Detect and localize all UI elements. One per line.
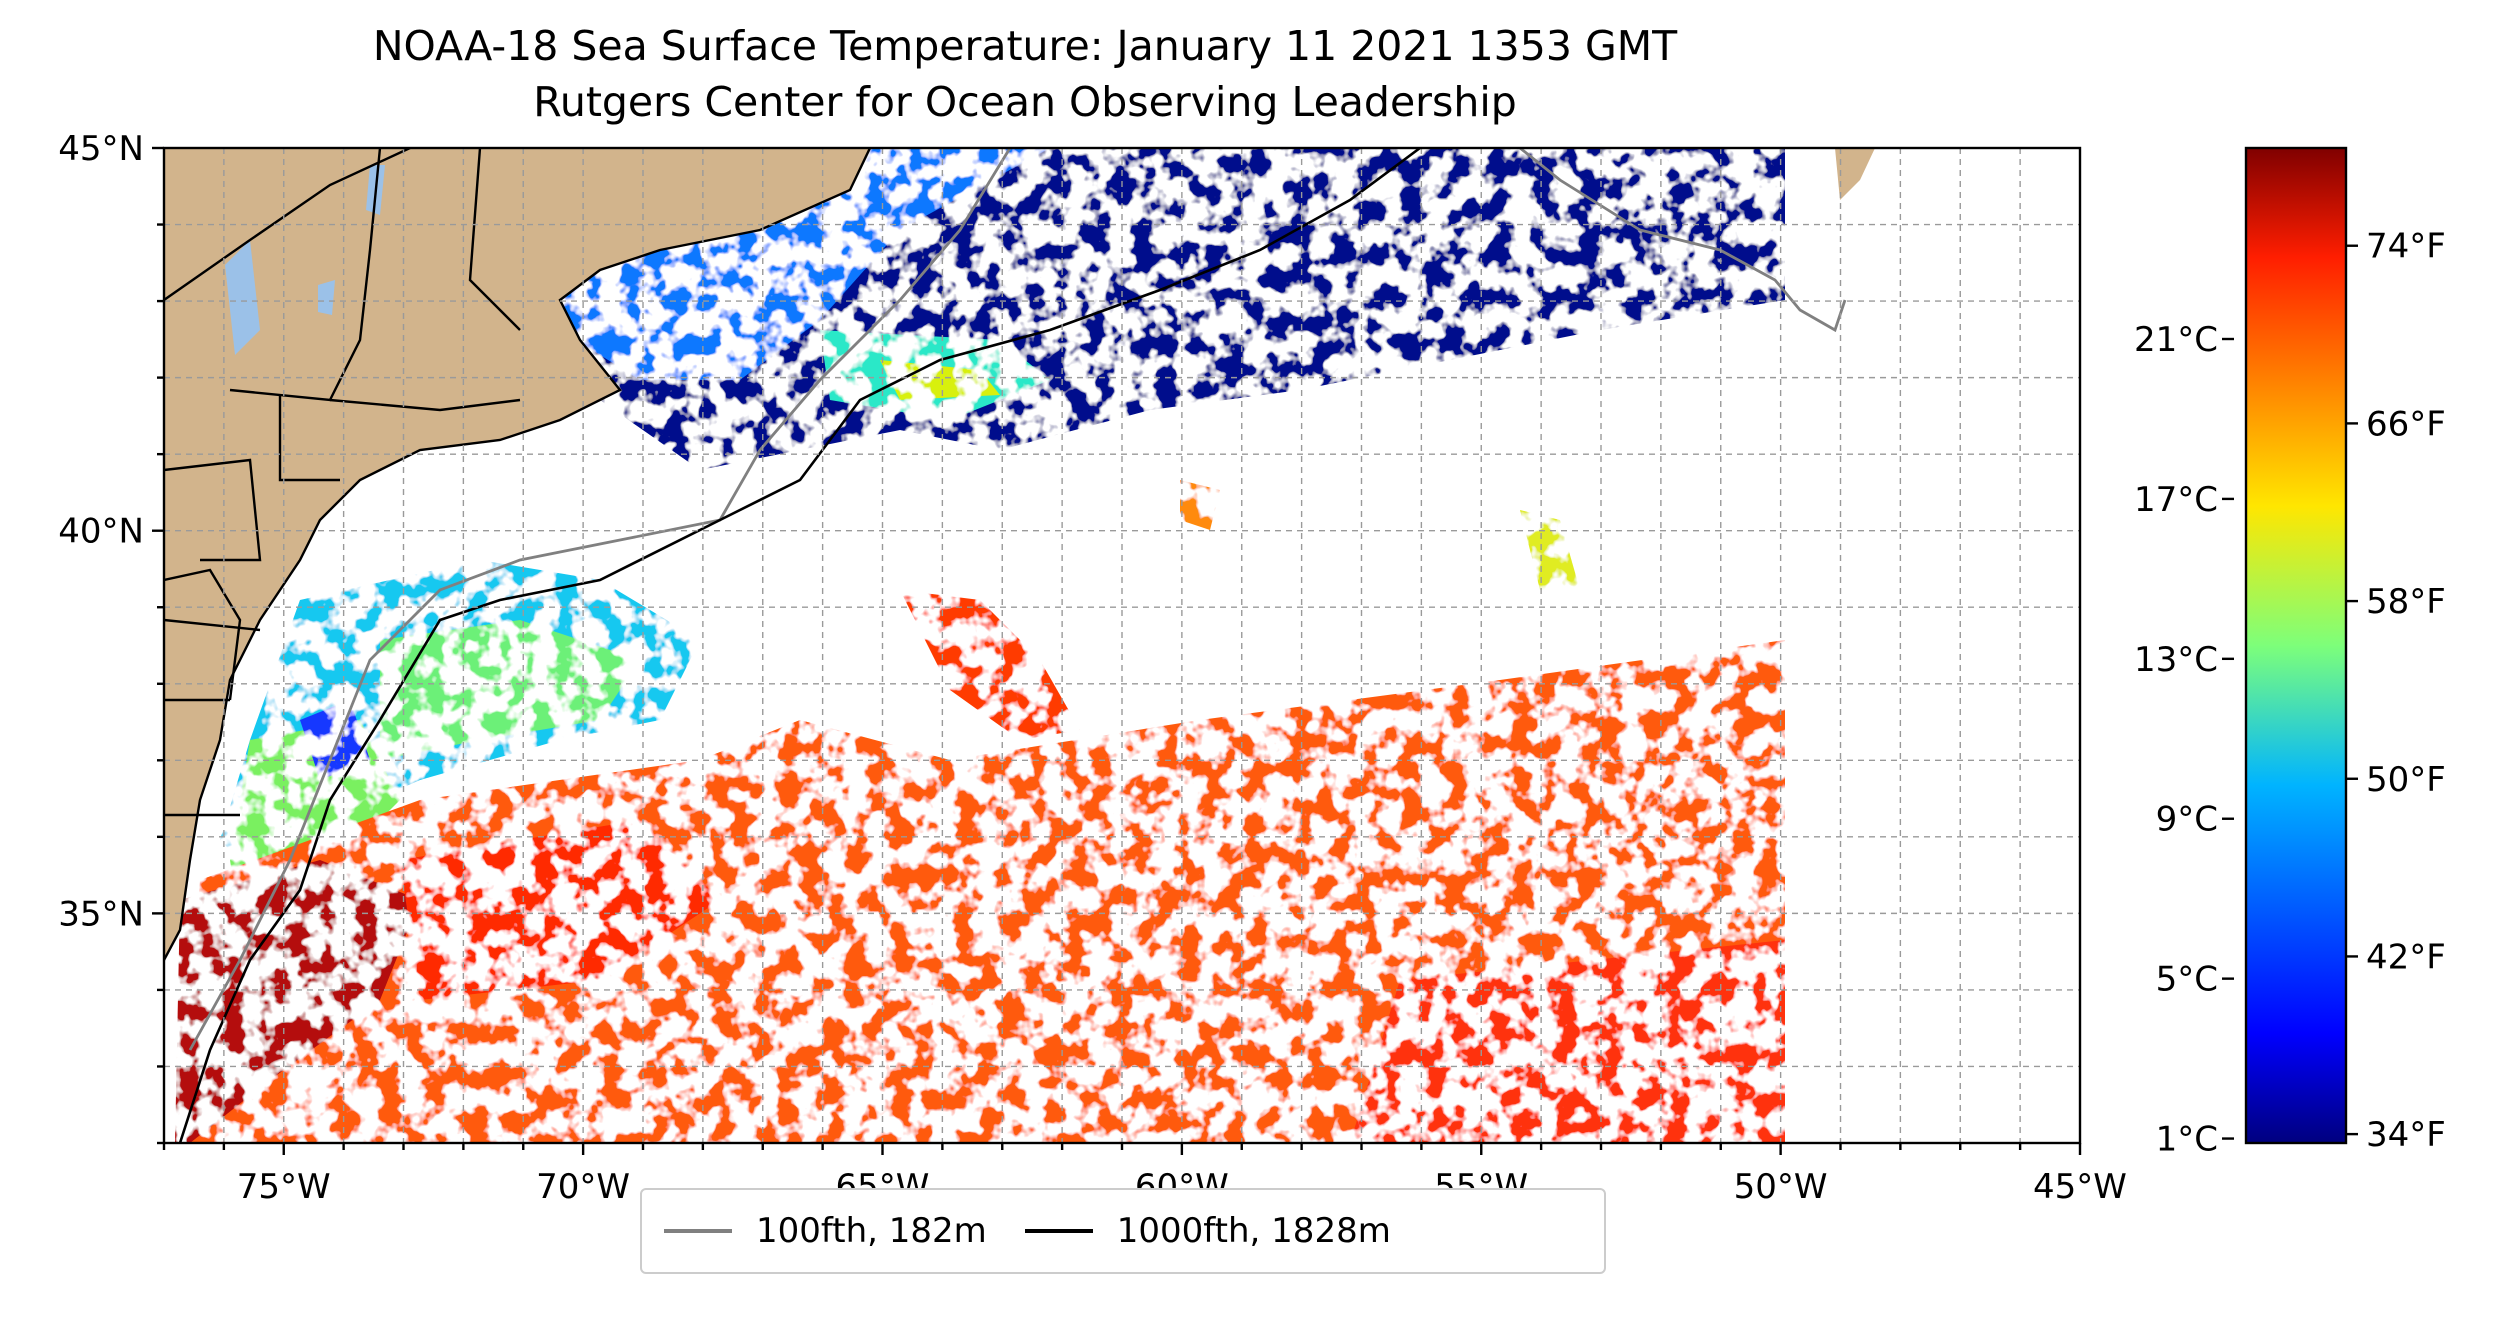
coastline — [164, 148, 872, 961]
map-subtitle: Rutgers Center for Ocean Observing Leade… — [533, 78, 1517, 126]
legend-label-1000fth: 1000fth, 1828m — [1116, 1211, 1391, 1251]
colorbar-f-label: 66°F — [2366, 404, 2446, 444]
colorbar — [2244, 146, 2348, 1145]
lon-tick-label: 70°W — [536, 1167, 630, 1207]
colorbar-c-label: 1°C — [2156, 1120, 2218, 1160]
colorbar-f-label: 58°F — [2366, 582, 2446, 622]
lat-tick-label: 45°N — [58, 129, 144, 169]
colorbar-f-label: 74°F — [2366, 227, 2446, 267]
colorbar-c-label: 17°C — [2134, 480, 2218, 520]
colorbar-c-label: 21°C — [2134, 320, 2218, 360]
colorbar-c-label: 13°C — [2134, 640, 2218, 680]
legend-item-1000fth: 1000fth, 1828m — [1024, 1211, 1391, 1251]
colorbar-fahrenheit-labels: 34°F 42°F 50°F 58°F 66°F 74°F — [2366, 227, 2446, 1155]
colorbar-f-label: 34°F — [2366, 1115, 2446, 1155]
legend-swatch-1000fth — [1024, 1229, 1093, 1233]
colorbar-f-label: 50°F — [2366, 760, 2446, 800]
lon-tick-label: 50°W — [1734, 1167, 1828, 1207]
state-boundaries — [164, 148, 521, 817]
colorbar-c-label: 5°C — [2156, 960, 2218, 1000]
longitude-axis-labels: 75°W 70°W 65°W 60°W 55°W 50°W 45°W — [237, 1167, 2127, 1207]
isobath-100fth — [188, 148, 1012, 1051]
isobath-legend: 100fth, 182m 1000fth, 1828m — [640, 1188, 1606, 1274]
lat-tick-label: 40°N — [58, 512, 144, 552]
lon-tick-label: 75°W — [237, 1167, 331, 1207]
colorbar-f-label: 42°F — [2366, 937, 2446, 977]
colorbar-ticks — [2222, 244, 2358, 1140]
land-layer — [164, 148, 1875, 960]
isobath-1000fth — [178, 148, 1421, 1143]
legend-item-100fth: 100fth, 182m — [664, 1211, 987, 1251]
legend-swatch-100fth — [664, 1229, 732, 1233]
isobath-100fth-scotian — [1519, 148, 1847, 333]
sst-data-layer — [175, 148, 1785, 1143]
map-gridlines — [164, 148, 2080, 1143]
lon-tick-label: 45°W — [2033, 1167, 2127, 1207]
latitude-axis-labels: 45°N 40°N 35°N — [58, 129, 144, 934]
axis-ticks — [152, 146, 2082, 1155]
map-plot-area — [164, 148, 2080, 1143]
map-title: NOAA-18 Sea Surface Temperature: January… — [372, 22, 1678, 70]
colorbar-celsius-labels: 1°C 5°C 9°C 13°C 17°C 21°C — [2134, 320, 2218, 1160]
colorbar-c-label: 9°C — [2156, 800, 2218, 840]
lat-tick-label: 35°N — [58, 894, 144, 934]
legend-label-100fth: 100fth, 182m — [756, 1211, 987, 1251]
